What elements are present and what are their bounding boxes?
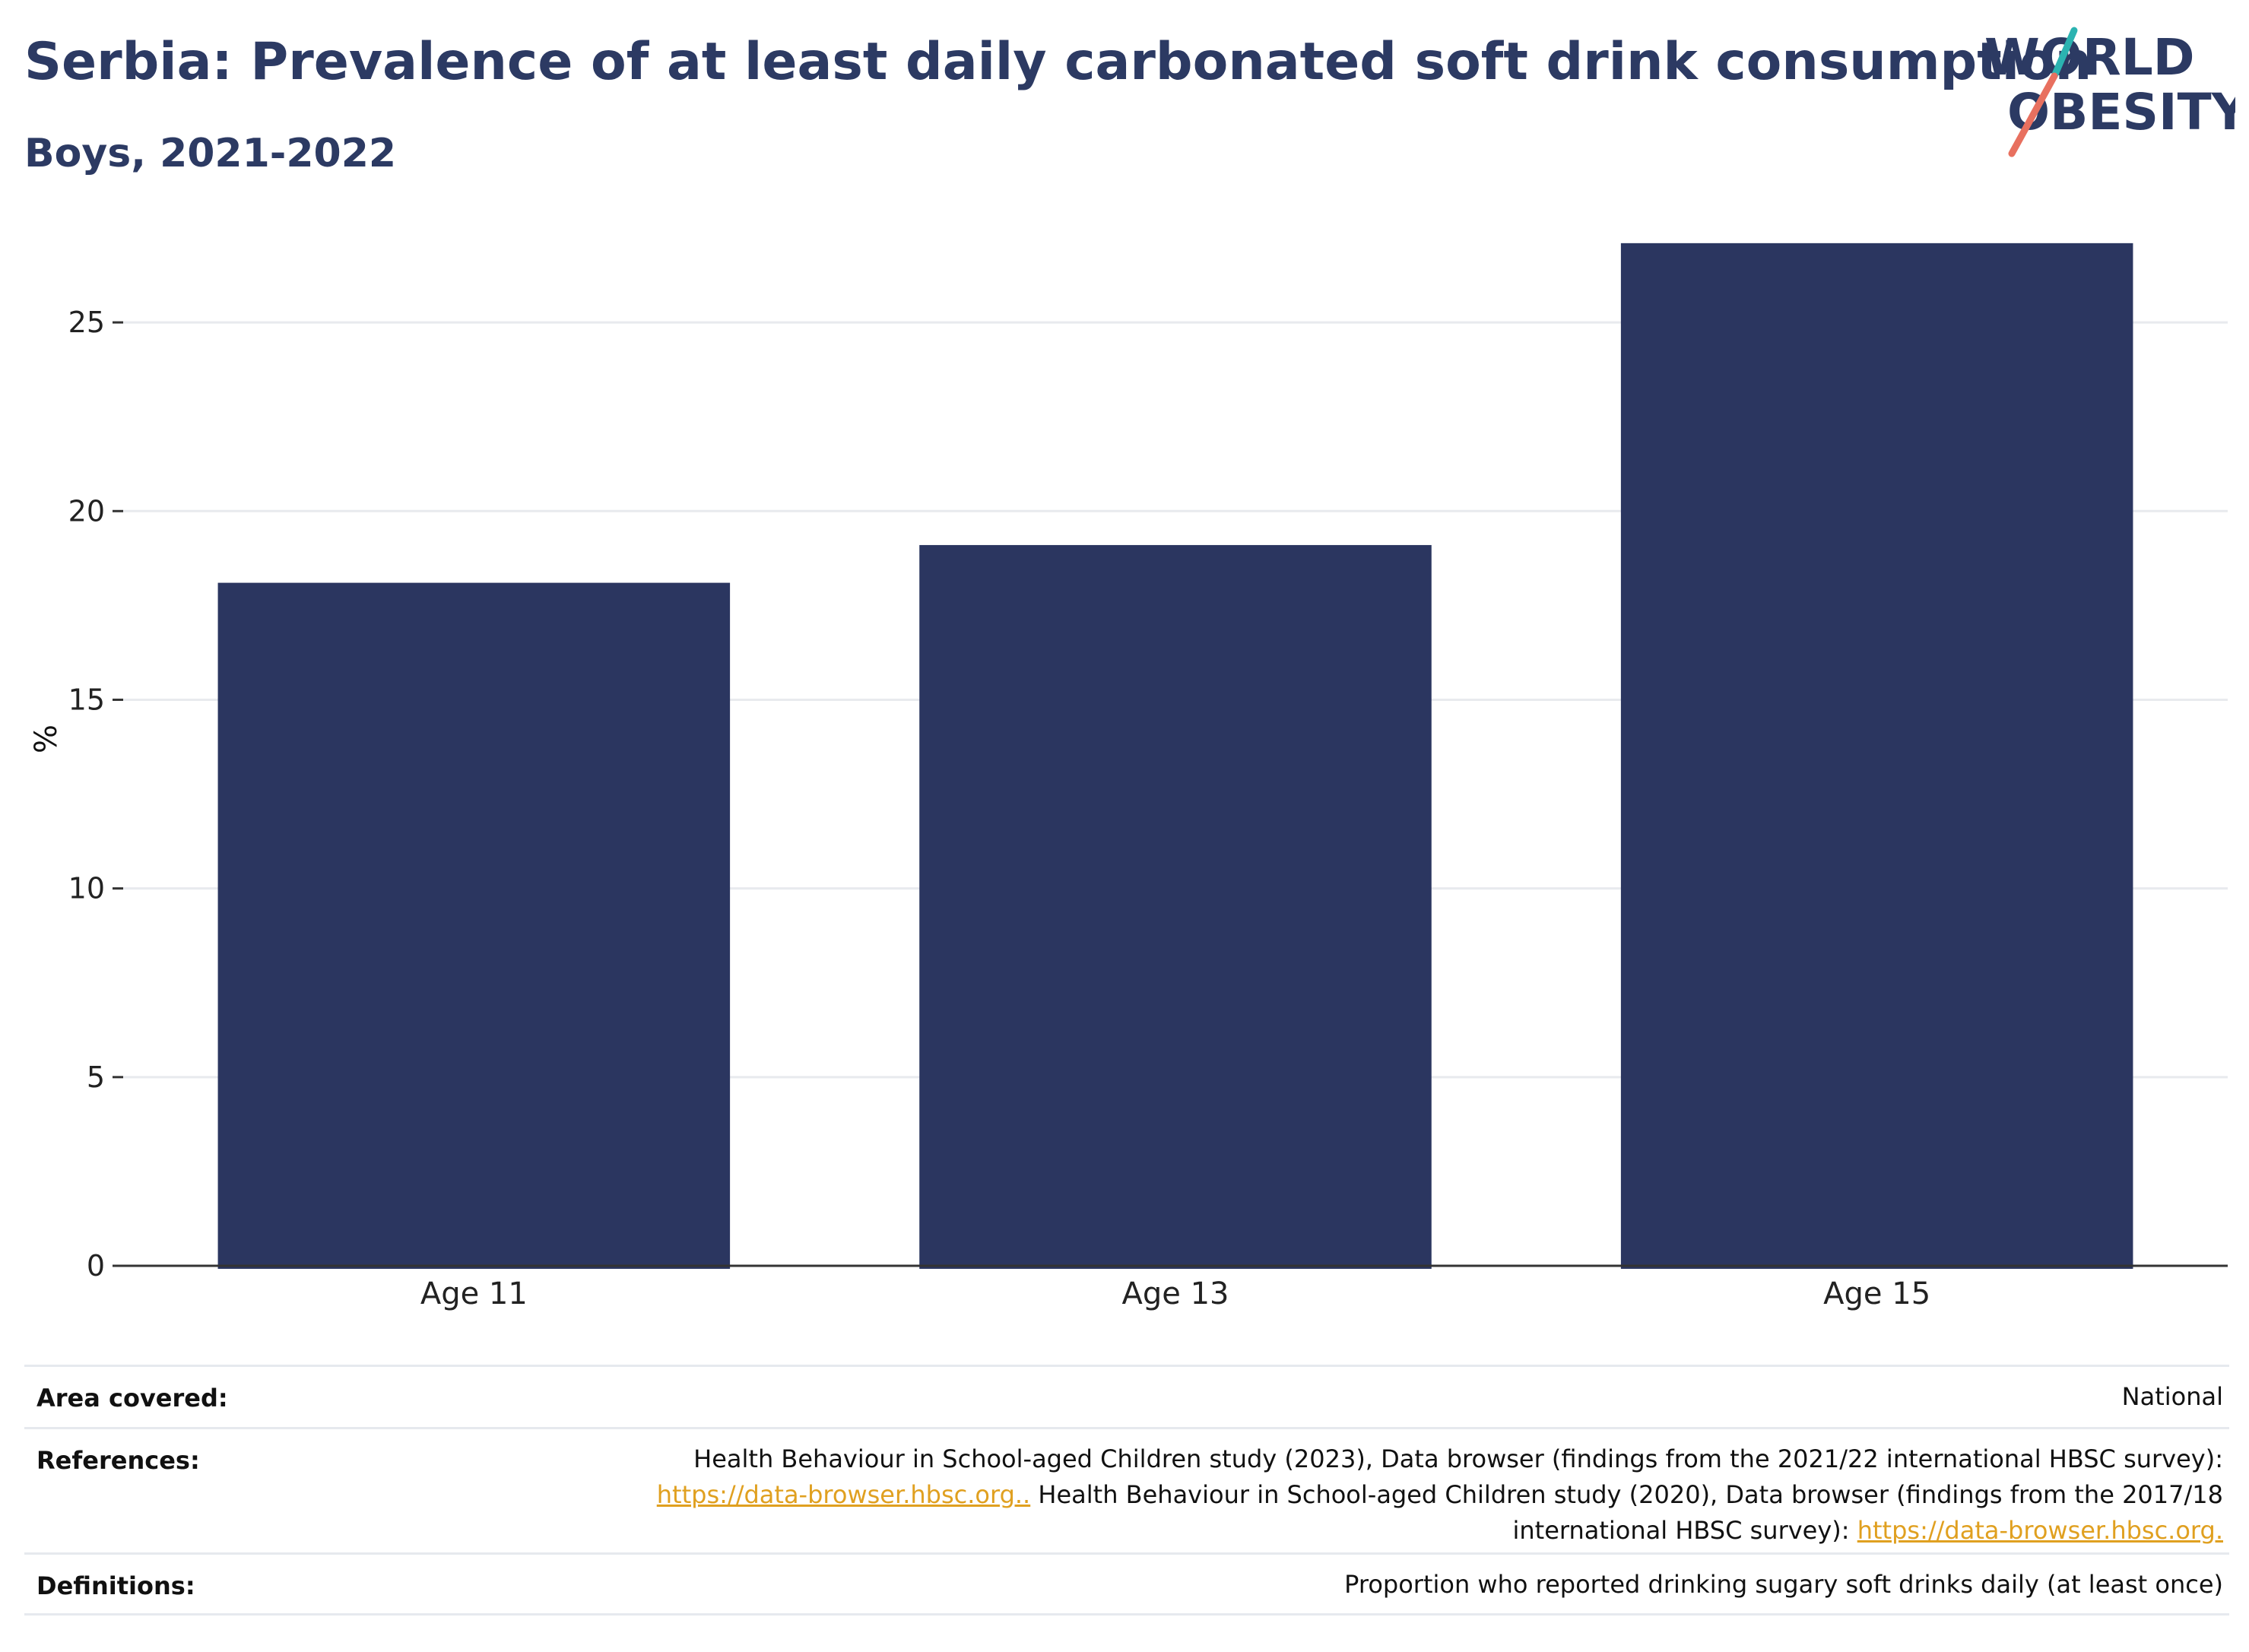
logo-slash-coral (2008, 72, 2058, 157)
x-tick-label: Age 15 (1823, 1276, 1930, 1311)
references-link-1[interactable]: https://data-browser.hbsc.org.. (656, 1480, 1031, 1509)
axes: 0 5 10 15 20 25 Age 11 Age 13 Age 15 (68, 306, 2228, 1311)
y-tick-label: 0 (87, 1249, 105, 1283)
definitions-row: Definitions: Proportion who reported dri… (24, 1552, 2229, 1616)
logo-slash-teal (2051, 27, 2078, 80)
area-covered-row: Area covered: National (24, 1365, 2229, 1429)
definitions-value: Proportion who reported drinking sugary … (1344, 1570, 2223, 1599)
bar-chart: 0 5 10 15 20 25 Age 11 Age 13 Age 15 % (29, 243, 2228, 1311)
references-value: Health Behaviour in School-aged Children… (657, 1441, 2223, 1549)
x-tick-label: Age 11 (420, 1276, 528, 1311)
bars (217, 243, 2133, 1270)
bar (1620, 243, 2133, 1270)
bar (919, 544, 1432, 1269)
chart-title: Serbia: Prevalence of at least daily car… (24, 32, 2092, 92)
y-tick-label: 15 (68, 683, 105, 716)
chart-subtitle: Boys, 2021-2022 (24, 131, 397, 176)
y-tick-label: 10 (68, 872, 105, 905)
bar (217, 582, 731, 1269)
references-line-1: Health Behaviour in School-aged Children… (693, 1444, 2223, 1473)
y-tick-label: 25 (68, 306, 105, 339)
x-tick-label: Age 13 (1122, 1276, 1229, 1311)
y-axis-label: % (29, 725, 64, 753)
y-tick-label: 20 (68, 494, 105, 528)
area-covered-label: Area covered: (36, 1384, 228, 1413)
definitions-label: Definitions: (36, 1571, 195, 1600)
table-bottom-border (24, 1613, 2229, 1616)
area-covered-value: National (2121, 1382, 2223, 1411)
references-row: References: Health Behaviour in School-a… (24, 1427, 2229, 1555)
references-line-3: international HBSC survey): https://data… (657, 1513, 2223, 1549)
references-line-2: https://data-browser.hbsc.org.. Health B… (657, 1477, 2223, 1513)
references-link-2[interactable]: https://data-browser.hbsc.org. (1857, 1516, 2223, 1545)
world-obesity-logo: WORLD OBESITY (1984, 27, 2235, 157)
logo-text-world: WORLD (1984, 28, 2195, 87)
y-tick-label: 5 (87, 1061, 105, 1094)
references-line-2-text: Health Behaviour in School-aged Children… (1030, 1480, 2223, 1509)
references-label: References: (36, 1446, 200, 1475)
references-line-3-text: international HBSC survey): (1512, 1516, 1857, 1545)
